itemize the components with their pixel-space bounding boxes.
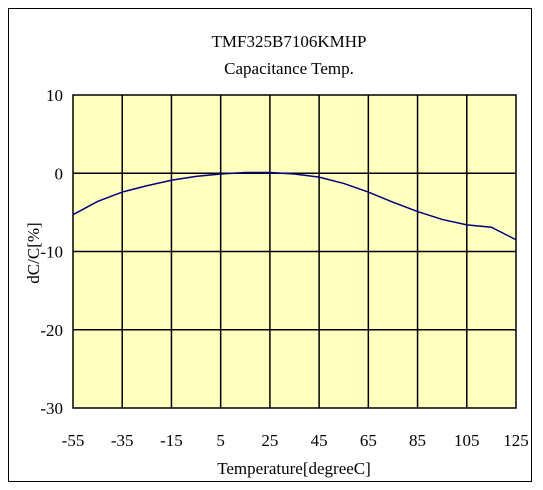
x-tick-label: 25 [261,431,278,450]
x-tick-label: -55 [62,431,85,450]
x-tick-label: -15 [160,431,183,450]
chart-subtitle: Capacitance Temp. [224,59,354,78]
x-tick-label: 85 [409,431,426,450]
y-axis-label: dC/C[%] [24,222,43,283]
y-tick-label: -10 [40,243,63,262]
x-tick-label: 105 [454,431,480,450]
y-tick-label: 0 [55,164,64,183]
y-tick-label: 10 [46,86,63,105]
y-tick-label: -20 [40,321,63,340]
x-tick-label: 65 [360,431,377,450]
y-tick-label: -30 [40,399,63,418]
x-axis-label: Temperature[degreeC] [217,459,371,478]
x-tick-label: 45 [311,431,328,450]
chart-title: TMF325B7106KMHP [212,32,367,51]
x-tick-label: 5 [216,431,225,450]
x-tick-label: 125 [503,431,529,450]
x-tick-label: -35 [111,431,134,450]
